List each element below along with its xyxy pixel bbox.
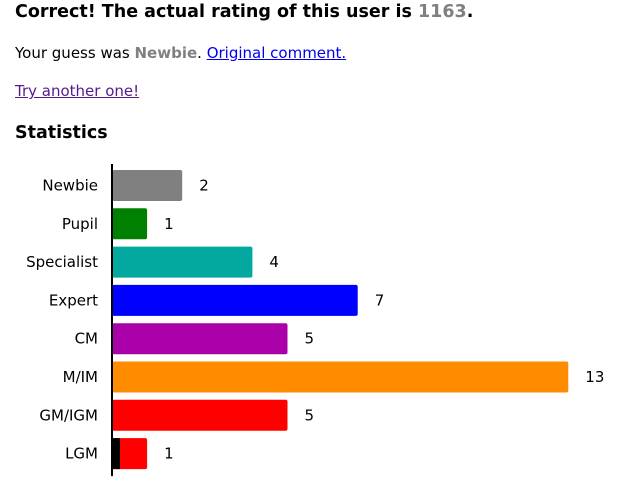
category-label-pupil: Pupil	[62, 215, 98, 233]
bar-lgm	[112, 438, 148, 470]
guess-value: Newbie	[134, 44, 198, 62]
value-label-lgm: 1	[164, 445, 174, 463]
value-label-expert: 7	[375, 291, 385, 309]
bar-m-im	[112, 361, 569, 393]
bar-expert	[112, 284, 358, 316]
result-heading: Correct! The actual rating of this user …	[15, 2, 473, 22]
actual-rating: 1163	[418, 2, 467, 22]
value-label-m-im: 13	[585, 368, 604, 386]
try-another-line: Try another one!	[15, 82, 139, 100]
result-heading-suffix: .	[466, 2, 474, 22]
value-label-gm-igm: 5	[305, 406, 315, 424]
category-label-specialist: Specialist	[26, 253, 98, 271]
guess-prefix: Your guess was	[15, 44, 135, 62]
category-label-lgm: LGM	[65, 445, 98, 463]
guess-suffix: .	[197, 44, 207, 62]
try-another-link[interactable]: Try another one!	[15, 82, 140, 100]
bar-cm	[112, 323, 288, 355]
bar-gm-igm	[112, 399, 288, 431]
statistics-title: Statistics	[15, 123, 108, 143]
value-label-specialist: 4	[269, 253, 279, 271]
original-comment-link[interactable]: Original comment.	[206, 44, 347, 62]
result-heading-text: Correct! The actual rating of this user …	[15, 2, 418, 22]
bar-lgm-first-letter	[112, 438, 120, 470]
category-label-gm-igm: GM/IGM	[39, 406, 98, 424]
category-label-expert: Expert	[49, 291, 98, 309]
category-label-cm: CM	[75, 330, 98, 348]
category-label-m-im: M/IM	[63, 368, 98, 386]
bar-pupil	[112, 208, 148, 240]
category-label-newbie: Newbie	[42, 177, 98, 195]
bar-newbie	[112, 170, 183, 201]
value-label-newbie: 2	[199, 177, 209, 195]
value-label-cm: 5	[305, 330, 315, 348]
guess-line: Your guess was Newbie. Original comment.	[15, 44, 346, 62]
bar-specialist	[112, 246, 253, 278]
value-label-pupil: 1	[164, 215, 174, 233]
